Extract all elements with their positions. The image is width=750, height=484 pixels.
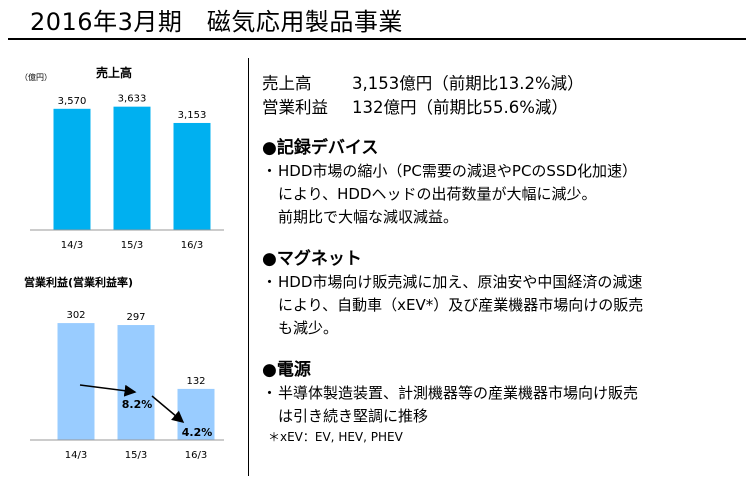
sales-bar	[53, 108, 91, 230]
profit-chart-title: 営業利益(営業利益率)	[24, 275, 133, 289]
bullet-line: は引き続き堅調に推移	[278, 407, 429, 425]
sales-chart-unit: （億円）	[20, 72, 52, 82]
bullet-line: 前期比で大幅な減収減益。	[278, 208, 459, 226]
profit-summary: 営業利益 132億円（前期比55.6%減）	[262, 94, 568, 118]
sales-summary-value: 3,153億円（前期比13.2%減）	[352, 74, 584, 93]
profit-category-label: 16/3	[185, 450, 207, 461]
profit-bar	[57, 323, 95, 440]
section-heading: ●電源	[262, 360, 311, 380]
bullet-line: HDD市場の縮小（PC需要の減退やPCのSSD化加速）	[278, 162, 638, 180]
bullet-mark: ・	[262, 384, 278, 402]
section-heading: ●記録デバイス	[262, 138, 379, 158]
sales-chart-title: 売上高	[96, 65, 132, 80]
profit-value-label: 132	[186, 376, 205, 387]
sales-summary: 売上高 3,153億円（前期比13.2%減）	[262, 70, 584, 94]
section-power-supply: ●電源 ・ 半導体製造装置、計測機器等の産業機器市場向け販売 は引き続き堅調に推…	[262, 358, 748, 428]
profit-margin-label: 4.2%	[182, 426, 213, 439]
bullet-line: 半導体製造装置、計測機器等の産業機器市場向け販売	[278, 384, 639, 402]
profit-category-label: 14/3	[65, 450, 87, 461]
column-divider	[248, 58, 249, 476]
bullet-item: ・ 半導体製造装置、計測機器等の産業機器市場向け販売 は引き続き堅調に推移	[262, 382, 748, 428]
sales-bar	[173, 122, 211, 230]
trend-arrow-1	[79, 384, 137, 397]
charts-canvas: 売上高 （億円） 3,570 14/3 3,633 15/3 3,153 16/3 営業利…	[20, 65, 224, 461]
profit-chart: 営業利益(営業利益率) 302 14/3 297 15/3 132 16/3 8.2% 4.…	[24, 275, 224, 461]
profit-category-label: 15/3	[125, 450, 147, 461]
profit-summary-value: 132億円（前期比55.6%減）	[352, 98, 568, 117]
profit-summary-label: 営業利益	[262, 98, 328, 117]
section-recording-devices: ●記録デバイス ・ HDD市場の縮小（PC需要の減退やPCのSSD化加速） によ…	[262, 136, 748, 229]
title-underline	[8, 38, 746, 40]
sales-value-label: 3,153	[178, 110, 207, 121]
profit-margin-label: 8.2%	[122, 398, 153, 411]
bullet-mark: ・	[262, 273, 278, 291]
sales-summary-label: 売上高	[262, 74, 312, 93]
profit-bar	[117, 325, 155, 440]
profit-value-label: 297	[126, 312, 145, 323]
footnote: ＊xEV：EV, HEV, PHEV	[268, 430, 403, 444]
bullet-item: ・ HDD市場の縮小（PC需要の減退やPCのSSD化加速） により、HDDヘッド…	[262, 160, 748, 229]
bullet-mark: ・	[262, 162, 278, 180]
sales-value-label: 3,633	[118, 94, 147, 105]
bullet-line: により、自動車（xEV*）及び産業機器市場向けの販売	[278, 296, 644, 314]
sales-category-label: 16/3	[181, 240, 203, 251]
sales-chart: 売上高 （億円） 3,570 14/3 3,633 15/3 3,153 16/3	[20, 65, 224, 251]
trend-arrow-2	[151, 395, 185, 423]
section-magnet: ●マグネット ・ HDD市場向け販売減に加え、原油安や中国経済の減速 により、自…	[262, 247, 748, 340]
sales-category-label: 15/3	[121, 240, 143, 251]
sales-value-label: 3,570	[58, 96, 87, 107]
bullet-item: ・ HDD市場向け販売減に加え、原油安や中国経済の減速 により、自動車（xEV*…	[262, 271, 748, 340]
bullet-line: により、HDDヘッドの出荷数量が大幅に減少。	[278, 185, 597, 203]
sales-category-label: 14/3	[61, 240, 83, 251]
bullet-line: HDD市場向け販売減に加え、原油安や中国経済の減速	[278, 273, 643, 291]
profit-value-label: 302	[66, 310, 85, 321]
bullet-line: も減少。	[278, 319, 339, 337]
section-heading: ●マグネット	[262, 249, 362, 269]
sales-bar	[113, 106, 151, 230]
page-title: 2016年3月期 磁気応用製品事業	[30, 8, 403, 36]
